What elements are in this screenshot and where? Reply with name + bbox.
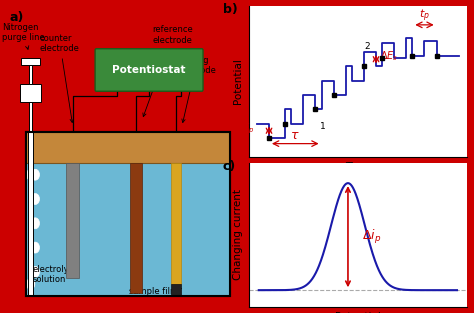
Text: a): a)	[9, 11, 24, 24]
Circle shape	[27, 279, 35, 290]
Text: $\tau$: $\tau$	[291, 129, 300, 142]
Bar	[66, 162, 79, 278]
Text: c): c)	[223, 160, 236, 173]
Text: 2: 2	[364, 42, 370, 51]
Bar	[130, 162, 142, 293]
Bar	[26, 132, 230, 296]
Text: $\Delta i_p$: $\Delta i_p$	[362, 228, 381, 246]
Text: $t_p$: $t_p$	[419, 7, 430, 23]
Bar	[28, 132, 33, 296]
Text: reference
electrode: reference electrode	[143, 25, 193, 116]
Bar	[26, 132, 230, 162]
Bar	[29, 102, 32, 132]
Text: b): b)	[223, 3, 237, 16]
Circle shape	[31, 193, 39, 204]
Text: working
electrode: working electrode	[176, 56, 216, 122]
Circle shape	[31, 169, 39, 180]
Text: 1: 1	[319, 122, 325, 131]
Bar	[21, 58, 40, 65]
Y-axis label: Potential: Potential	[233, 59, 243, 104]
Text: counter
electrode: counter electrode	[40, 34, 80, 122]
Text: electrolyte
solution: electrolyte solution	[33, 264, 78, 284]
Text: sample film: sample film	[129, 287, 181, 296]
Circle shape	[27, 169, 35, 180]
Bar	[20, 84, 41, 102]
Bar	[26, 132, 230, 296]
Circle shape	[31, 218, 39, 229]
Text: $\Delta E_s$: $\Delta E_s$	[380, 49, 398, 63]
Bar	[171, 284, 182, 296]
X-axis label: Time: Time	[345, 162, 371, 172]
Bar	[171, 162, 182, 284]
Circle shape	[31, 266, 39, 277]
Text: $\Delta E_p$: $\Delta E_p$	[236, 121, 255, 136]
Text: Nitrogen
purge line: Nitrogen purge line	[2, 23, 45, 49]
X-axis label: Potential: Potential	[335, 312, 381, 313]
Y-axis label: Changing current: Changing current	[233, 189, 243, 280]
Circle shape	[31, 242, 39, 253]
Bar	[29, 65, 32, 84]
Bar	[26, 162, 230, 296]
FancyBboxPatch shape	[95, 49, 203, 91]
Text: Potentiostat: Potentiostat	[112, 65, 186, 75]
